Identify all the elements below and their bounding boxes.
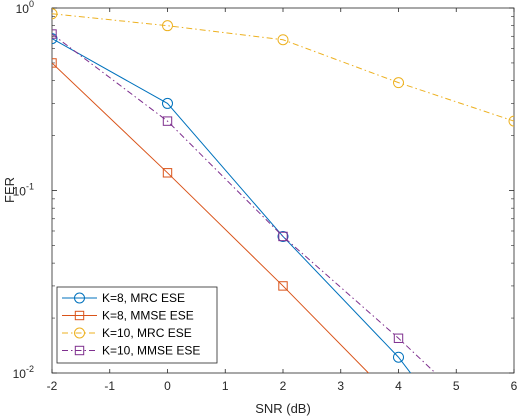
- data-point: [162, 20, 173, 32]
- legend: K=8, MRC ESE K=8, MMSE ESE K=10, MRC ESE K=…: [56, 286, 218, 364]
- legend-label: K=10, MRC ESE: [102, 326, 192, 340]
- series-line: [52, 13, 514, 122]
- x-tick-label: 3: [337, 379, 344, 393]
- data-point: [52, 29, 57, 39]
- legend-entry: K=8, MMSE ESE: [62, 309, 194, 323]
- series-1: [52, 33, 412, 373]
- series-3: [52, 8, 514, 127]
- y-tick-exponent: 0: [29, 0, 34, 9]
- data-point: [162, 97, 173, 109]
- legend-label: K=8, MRC ESE: [102, 291, 185, 305]
- data-point: [393, 77, 404, 89]
- legend-marker: [74, 310, 85, 321]
- y-tick-base: 10: [13, 367, 27, 381]
- x-tick-label: 6: [511, 379, 518, 393]
- legend-entry: K=10, MMSE ESE: [62, 344, 200, 358]
- legend-label: K=8, MMSE ESE: [102, 309, 194, 323]
- y-tick-label: 10-1: [13, 182, 34, 199]
- x-axis-label: SNR (dB): [255, 401, 311, 416]
- y-tick-exponent: -2: [26, 364, 34, 374]
- legend-marker: [74, 345, 85, 356]
- x-tick-label: 0: [164, 379, 171, 393]
- data-point: [277, 230, 289, 242]
- y-tick-base: 10: [16, 2, 30, 16]
- series-line: [52, 38, 412, 373]
- data-point: [162, 168, 173, 178]
- y-tick-base: 10: [13, 185, 27, 199]
- y-tick-label: 10-2: [13, 364, 34, 381]
- x-tick-label: 2: [280, 379, 287, 393]
- legend-marker: [74, 327, 85, 339]
- data-point: [52, 8, 58, 20]
- series-line: [52, 62, 370, 373]
- data-point: [52, 58, 57, 68]
- data-point: [393, 351, 404, 363]
- data-point: [52, 33, 58, 45]
- data-point: [393, 333, 404, 343]
- x-tick-label: 1: [222, 379, 229, 393]
- series-2: [52, 58, 370, 373]
- y-tick-label: 100: [16, 0, 34, 16]
- series-line: [52, 33, 437, 373]
- x-tick-label: -1: [104, 379, 115, 393]
- data-point: [278, 231, 288, 242]
- x-tick-label: 5: [453, 379, 460, 393]
- legend-marker: [74, 292, 85, 304]
- data-point: [278, 281, 288, 291]
- x-tick-label: -2: [47, 379, 58, 393]
- data-point: [277, 34, 289, 46]
- series-layer: [52, 8, 514, 373]
- legend-label: K=10, MMSE ESE: [102, 344, 200, 358]
- data-point: [508, 115, 514, 127]
- x-tick-label: 4: [395, 379, 402, 393]
- legend-entry: K=10, MRC ESE: [62, 326, 192, 340]
- y-tick-exponent: -1: [26, 182, 34, 192]
- series-4: [52, 29, 437, 373]
- data-point: [162, 116, 173, 126]
- y-axis-label: FER: [2, 177, 17, 203]
- legend-entry: K=8, MRC ESE: [62, 291, 185, 305]
